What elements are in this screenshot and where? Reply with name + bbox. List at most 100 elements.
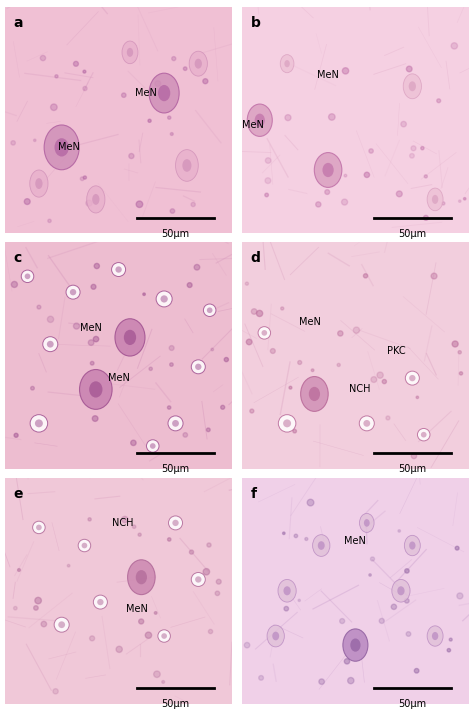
Circle shape xyxy=(396,191,402,197)
Circle shape xyxy=(191,360,205,374)
Circle shape xyxy=(173,520,179,526)
Ellipse shape xyxy=(267,625,284,647)
Circle shape xyxy=(136,201,143,208)
Circle shape xyxy=(284,606,289,611)
Circle shape xyxy=(115,267,122,273)
Circle shape xyxy=(410,154,414,158)
Text: MeN: MeN xyxy=(80,324,102,333)
Circle shape xyxy=(364,274,368,278)
Ellipse shape xyxy=(247,104,272,137)
Circle shape xyxy=(172,57,176,60)
Circle shape xyxy=(431,273,437,279)
Circle shape xyxy=(386,416,390,420)
Circle shape xyxy=(83,176,86,179)
Circle shape xyxy=(93,336,99,342)
Circle shape xyxy=(215,591,219,596)
Circle shape xyxy=(170,209,175,213)
Circle shape xyxy=(411,454,417,459)
Circle shape xyxy=(122,516,128,523)
Circle shape xyxy=(158,630,170,642)
Text: MeN: MeN xyxy=(108,373,129,383)
Circle shape xyxy=(121,93,126,97)
Circle shape xyxy=(459,372,463,375)
Circle shape xyxy=(73,323,80,329)
Circle shape xyxy=(337,363,340,366)
Circle shape xyxy=(364,420,370,427)
Circle shape xyxy=(92,416,98,422)
Circle shape xyxy=(319,679,324,685)
Circle shape xyxy=(40,55,46,60)
Circle shape xyxy=(457,593,463,599)
Circle shape xyxy=(209,629,213,634)
Circle shape xyxy=(47,341,54,348)
Text: NCH: NCH xyxy=(349,385,371,395)
Circle shape xyxy=(244,643,250,648)
Ellipse shape xyxy=(318,541,325,550)
Ellipse shape xyxy=(364,519,370,527)
Text: c: c xyxy=(14,252,22,265)
Ellipse shape xyxy=(350,638,361,652)
Text: 50μm: 50μm xyxy=(162,700,190,710)
Circle shape xyxy=(161,634,167,639)
Circle shape xyxy=(421,432,427,437)
Ellipse shape xyxy=(283,587,291,595)
Circle shape xyxy=(167,406,171,410)
Circle shape xyxy=(437,99,441,102)
Circle shape xyxy=(170,363,173,366)
Circle shape xyxy=(25,274,30,279)
Circle shape xyxy=(43,337,58,352)
Circle shape xyxy=(150,443,155,449)
Circle shape xyxy=(48,219,51,223)
Circle shape xyxy=(452,341,458,347)
Circle shape xyxy=(207,307,212,313)
Circle shape xyxy=(455,546,459,550)
Text: MeN: MeN xyxy=(242,119,264,129)
Circle shape xyxy=(139,619,144,624)
Circle shape xyxy=(211,348,214,351)
Text: d: d xyxy=(251,252,261,265)
Circle shape xyxy=(353,327,360,333)
Circle shape xyxy=(414,668,419,673)
Circle shape xyxy=(224,358,228,362)
Ellipse shape xyxy=(87,186,105,213)
Circle shape xyxy=(58,621,65,628)
Circle shape xyxy=(406,66,412,72)
Circle shape xyxy=(35,419,43,427)
Circle shape xyxy=(161,295,168,303)
Circle shape xyxy=(78,540,91,552)
Circle shape xyxy=(464,198,466,200)
Circle shape xyxy=(30,415,48,432)
Circle shape xyxy=(298,360,301,365)
Circle shape xyxy=(97,599,103,605)
Circle shape xyxy=(391,604,397,609)
Circle shape xyxy=(344,174,347,177)
Circle shape xyxy=(369,149,374,153)
Circle shape xyxy=(156,291,172,307)
Circle shape xyxy=(371,557,374,561)
Circle shape xyxy=(421,146,424,150)
Circle shape xyxy=(138,533,141,536)
Circle shape xyxy=(342,199,347,205)
Circle shape xyxy=(36,525,42,530)
Ellipse shape xyxy=(284,60,290,68)
Text: 50μm: 50μm xyxy=(162,464,190,474)
Circle shape xyxy=(265,178,271,183)
Ellipse shape xyxy=(80,370,112,410)
Ellipse shape xyxy=(175,149,198,181)
Circle shape xyxy=(82,542,87,548)
Circle shape xyxy=(194,264,200,270)
Circle shape xyxy=(285,114,291,121)
Circle shape xyxy=(35,597,41,604)
Ellipse shape xyxy=(182,159,191,172)
Circle shape xyxy=(423,215,428,220)
Circle shape xyxy=(298,599,301,602)
Circle shape xyxy=(406,631,411,636)
Circle shape xyxy=(283,532,285,535)
Circle shape xyxy=(190,550,193,554)
Ellipse shape xyxy=(35,178,43,189)
Circle shape xyxy=(33,521,45,534)
Circle shape xyxy=(34,606,38,610)
Circle shape xyxy=(294,534,298,538)
Circle shape xyxy=(442,202,445,205)
Circle shape xyxy=(24,198,30,205)
